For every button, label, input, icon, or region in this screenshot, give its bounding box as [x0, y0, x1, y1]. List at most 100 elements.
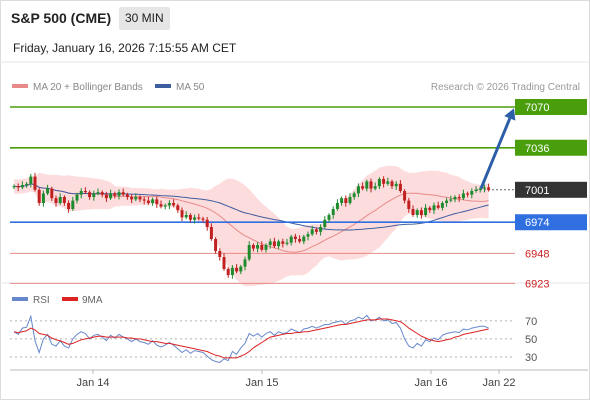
candle-body	[365, 181, 369, 189]
candle-body	[352, 193, 356, 197]
legend-swatch-rsi	[12, 297, 28, 301]
candle	[155, 196, 159, 208]
candle-body	[209, 227, 213, 239]
candle-body	[117, 192, 121, 196]
candle-body	[247, 245, 251, 260]
candle-body	[470, 191, 474, 195]
candle-body	[50, 188, 54, 199]
candle	[377, 177, 381, 189]
candle-body	[369, 181, 373, 189]
candle-body	[130, 197, 134, 200]
candle	[209, 223, 213, 241]
candle-body	[243, 259, 247, 267]
candle	[134, 193, 138, 202]
candle-body	[184, 215, 188, 218]
candle	[176, 203, 180, 213]
candle	[247, 241, 251, 262]
candle	[461, 189, 465, 200]
timeframe-badge[interactable]: 30 MIN	[119, 7, 170, 30]
candle-body	[344, 198, 348, 203]
candle	[310, 225, 314, 236]
candle	[92, 190, 96, 201]
candle	[96, 188, 100, 196]
candle-body	[180, 210, 184, 218]
candle-body	[482, 187, 486, 189]
candle-body	[386, 181, 390, 184]
level-7036-label: 7036	[525, 143, 549, 155]
candle-body	[424, 207, 428, 215]
candle	[62, 195, 66, 206]
candle-body	[159, 204, 163, 207]
candle	[201, 216, 205, 223]
candle-body	[109, 193, 113, 199]
candle-body	[167, 203, 171, 206]
rsi-tick-70: 70	[525, 316, 537, 328]
candle	[109, 189, 113, 200]
candle-body	[466, 193, 470, 195]
candle	[361, 182, 365, 191]
candle	[205, 217, 209, 231]
candle	[277, 239, 281, 249]
candle	[75, 192, 79, 204]
candle-body	[75, 194, 79, 201]
candle-body	[96, 192, 100, 194]
candle-body	[436, 205, 440, 208]
level-7001-label: 7001	[525, 185, 549, 197]
candle-body	[335, 203, 339, 209]
candle	[272, 237, 276, 248]
x-axis-labels: Jan 14 Jan 15 Jan 16 Jan 22	[76, 370, 516, 389]
candle	[222, 253, 226, 271]
candle-body	[214, 239, 218, 251]
candle	[298, 235, 302, 244]
candle	[117, 189, 121, 200]
candle-body	[41, 193, 45, 203]
candle-body	[373, 186, 377, 189]
candle-body	[453, 197, 457, 200]
candle	[432, 202, 436, 214]
candle-body	[461, 193, 465, 199]
level-7070-label: 7070	[525, 102, 549, 114]
candle	[394, 181, 398, 190]
candle-body	[398, 183, 402, 191]
candle	[319, 224, 323, 236]
candle	[71, 196, 75, 211]
candle	[151, 197, 155, 206]
candle	[20, 181, 24, 190]
candle	[67, 200, 71, 213]
bollinger-band-layer	[14, 165, 489, 287]
candle	[331, 206, 335, 219]
candle	[188, 213, 192, 223]
candle	[466, 191, 470, 198]
candle	[163, 203, 167, 210]
candle	[453, 195, 457, 203]
candle-body	[33, 176, 37, 190]
level-6974-badge	[515, 214, 587, 231]
level-6948-label: 6948	[525, 248, 549, 260]
candle	[54, 195, 58, 207]
candle-body	[348, 197, 352, 203]
candle-body	[226, 269, 230, 275]
legend-swatch-rsi-ma	[62, 297, 78, 301]
candle	[193, 214, 197, 224]
level-7036-badge	[515, 139, 587, 156]
candle-body	[323, 219, 327, 227]
candle	[411, 205, 415, 217]
candle	[482, 184, 486, 193]
candle-body	[121, 192, 125, 195]
candle	[352, 191, 356, 200]
x-tick-label: Jan 14	[76, 377, 109, 389]
candle	[398, 180, 402, 193]
candle	[327, 213, 331, 223]
candle-body	[197, 217, 201, 219]
candle-body	[104, 194, 108, 199]
candle-body	[88, 192, 92, 197]
level-6974-label: 6974	[525, 217, 549, 229]
legend-label-ma20: MA 20 + Bollinger Bands	[33, 82, 143, 93]
candle-body	[138, 197, 142, 200]
candle-body	[58, 197, 62, 203]
candle	[264, 243, 268, 253]
candle-body	[407, 200, 411, 209]
candle-body	[201, 218, 205, 220]
legend-label-ma50: MA 50	[176, 82, 205, 93]
legend-swatch-ma50	[155, 84, 171, 88]
